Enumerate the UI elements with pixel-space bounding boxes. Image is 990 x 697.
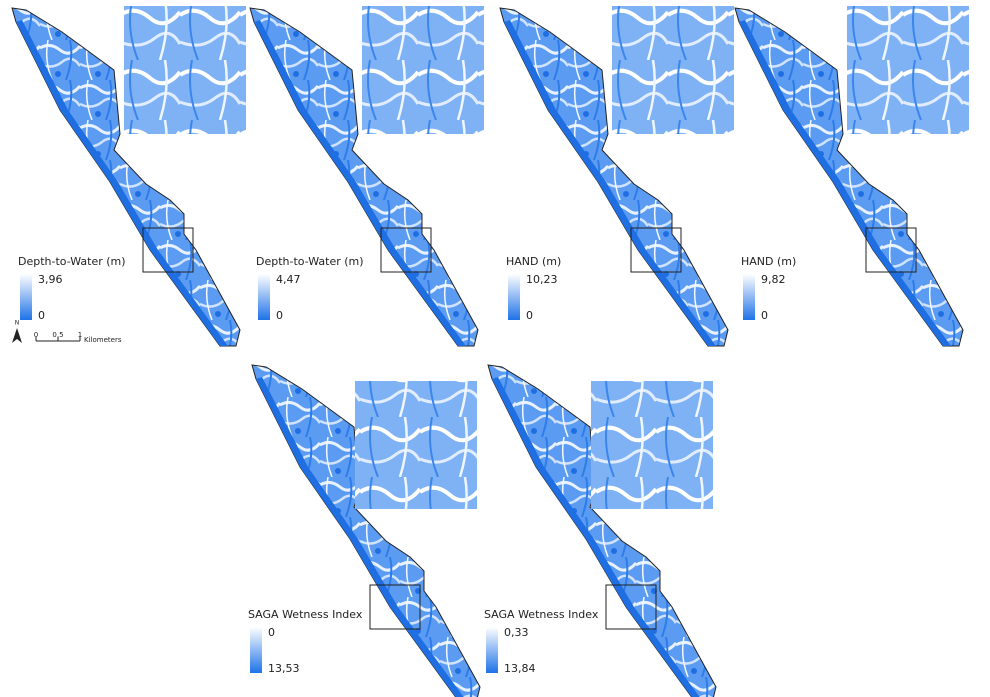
map-panel: SAGA Wetness Index 0 13,53 [246,365,480,697]
legend-max-label: 9,82 [761,273,786,286]
legend-color-ramp [20,274,32,320]
legend-max-label: 0 [268,626,275,639]
zoom-inset [355,381,477,509]
zoom-inset [612,6,734,134]
legend-color-ramp [743,274,755,320]
legend-title: Depth-to-Water (m) [256,255,364,268]
zoom-inset [847,6,969,134]
map-panel: HAND (m) 9,82 0 [735,6,969,346]
legend-title: SAGA Wetness Index [484,608,599,621]
legend-min-label: 0 [526,309,533,322]
figure: Depth-to-Water (m)3,960Depth-to-Water (m… [0,0,990,697]
legend-min-label: 0 [276,309,283,322]
map-panel: HAND (m) 10,23 0 [500,6,734,346]
map-panel: Depth-to-Water (m) 4,47 0 [250,6,484,346]
scale-tick-label: 0 [34,331,38,339]
legend-title: HAND (m) [506,255,561,268]
legend-color-ramp [486,627,498,673]
legend-title: SAGA Wetness Index [248,608,363,621]
legend-min-label: 0 [761,309,768,322]
north-label: N [15,320,20,327]
legend-min-label: 0 [38,309,45,322]
legend-color-ramp [250,627,262,673]
zoom-inset [362,6,484,134]
legend-color-ramp [508,274,520,320]
scale-tick-label: 0.5 [52,331,63,339]
legend-max-label: 3,96 [38,273,63,286]
legend-color-ramp [258,274,270,320]
legend-min-label: 13,84 [504,662,536,675]
zoom-inset [124,6,246,134]
scale-tick-label: 1 [78,331,82,339]
legend-max-label: 0,33 [504,626,529,639]
legend-min-label: 13,53 [268,662,300,675]
legend-max-label: 4,47 [276,273,301,286]
legend-title: HAND (m) [741,255,796,268]
scale-unit: Kilometers [84,336,122,344]
legend-title: Depth-to-Water (m) [18,255,126,268]
map-panel: SAGA Wetness Index 0,33 13,84 [482,365,716,697]
zoom-inset [591,381,713,509]
map-panel: Depth-to-Water (m) 3,96 0 [12,6,246,346]
legend-max-label: 10,23 [526,273,558,286]
